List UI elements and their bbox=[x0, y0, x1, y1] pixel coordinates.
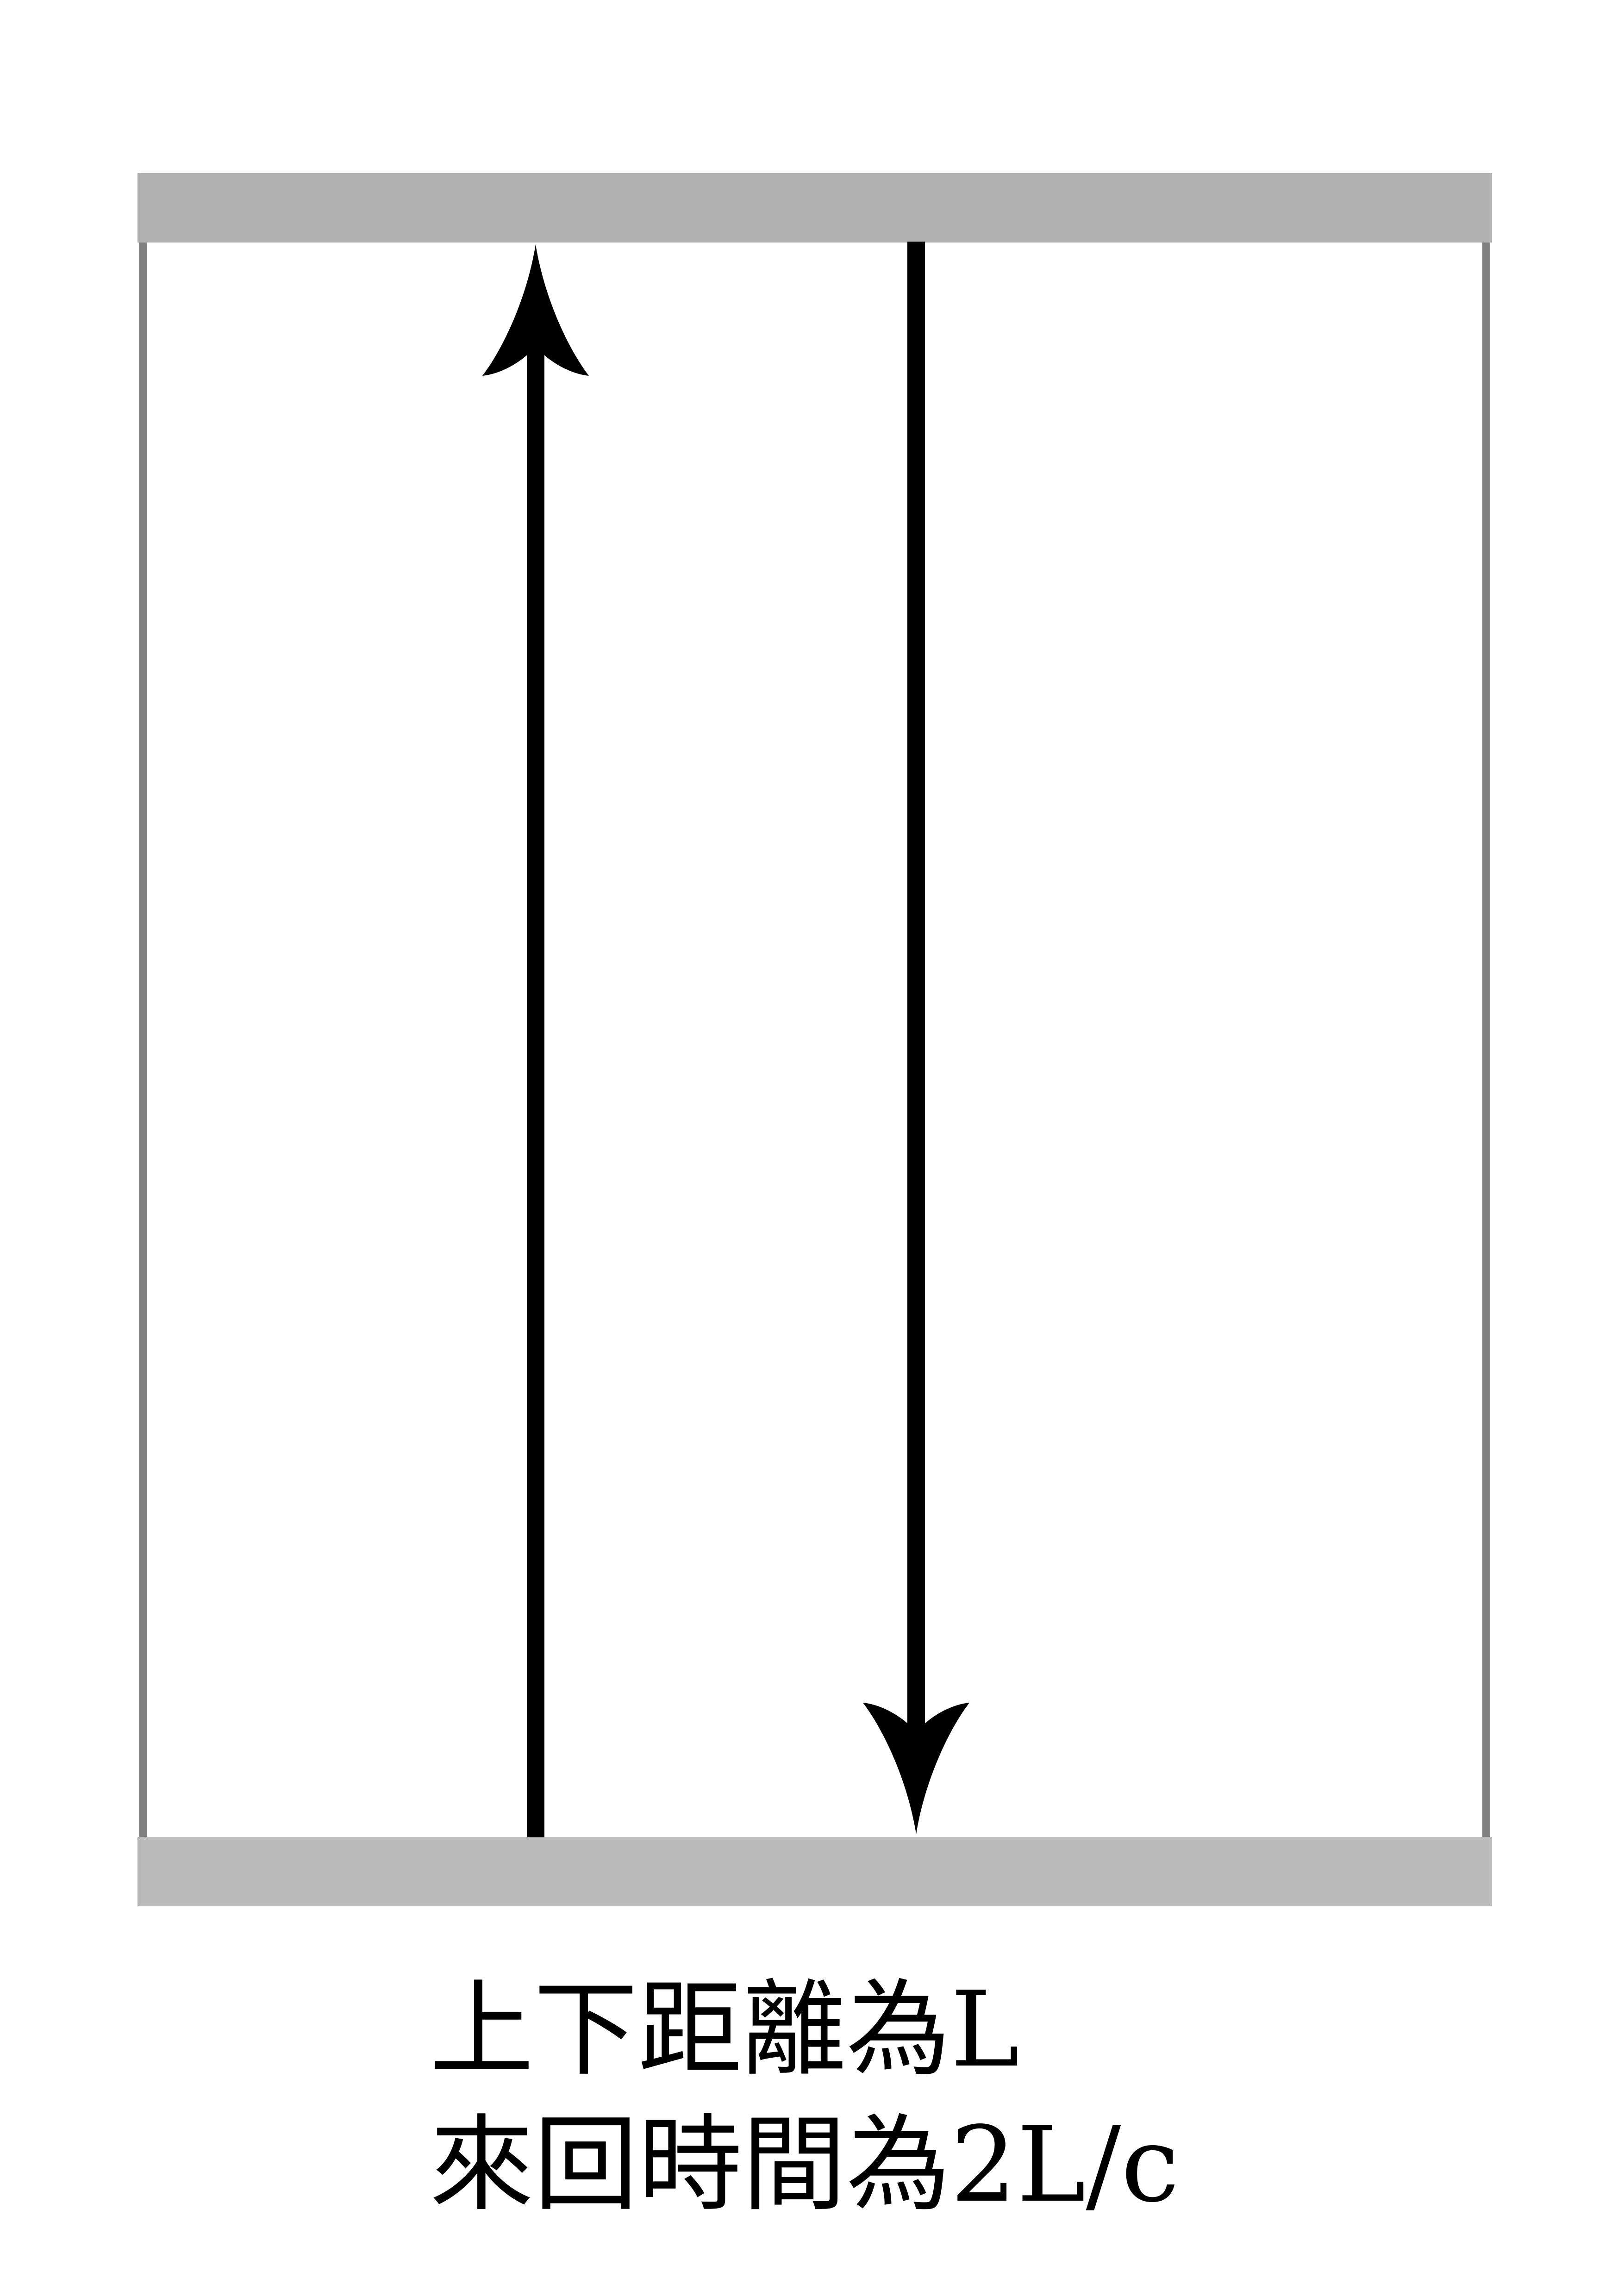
upward-arrow bbox=[482, 244, 589, 1837]
caption: 上下距離為L 來回時間為2L/c bbox=[430, 1962, 1448, 2233]
caption-distance-label: 上下距離為L bbox=[430, 1962, 1448, 2097]
right-wall bbox=[1482, 241, 1490, 1837]
upward-arrow-shaft bbox=[527, 338, 544, 1837]
caption-time-label: 來回時間為2L/c bbox=[430, 2097, 1448, 2233]
downward-arrow-shaft bbox=[907, 242, 925, 1741]
bottom-mirror bbox=[137, 1837, 1492, 1906]
top-mirror bbox=[137, 173, 1492, 243]
left-wall bbox=[139, 241, 147, 1837]
downward-arrow bbox=[863, 242, 969, 1834]
